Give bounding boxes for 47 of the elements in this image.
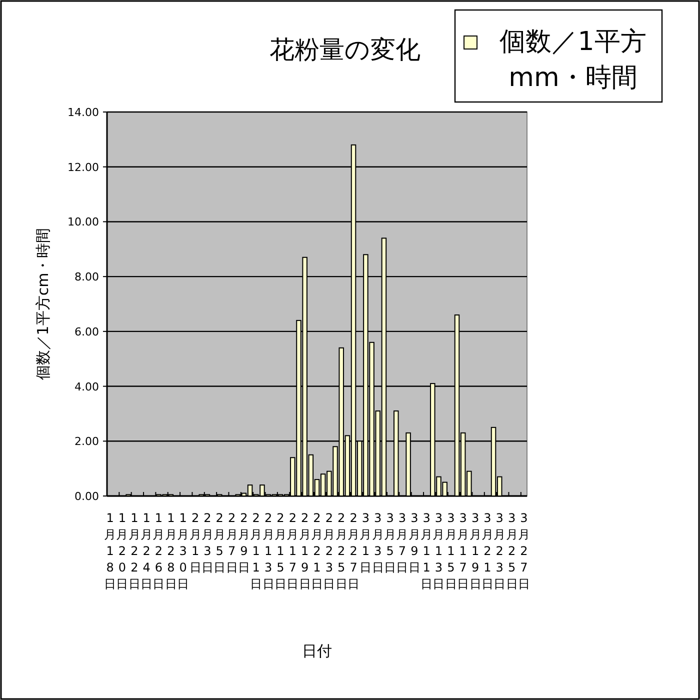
x-tick-label: 2月7日 (226, 511, 238, 574)
x-tick-label: 3月19日 (469, 511, 482, 591)
y-tick-label: 12.00 (68, 160, 99, 174)
x-tick-label: 3月15日 (444, 511, 457, 591)
x-tick-label: 1月20日 (116, 511, 128, 591)
legend-label: 個数／1平方mm・時間 (500, 27, 646, 93)
x-tick-label: 2月17日 (286, 511, 299, 591)
x-tick-label: 3月1日 (360, 511, 372, 574)
y-axis-title: 個数／1平方cm・時間 (34, 228, 52, 380)
x-tick-label: 3月23日 (494, 511, 506, 591)
y-tick-label: 0.00 (74, 490, 99, 503)
x-tick-label: 1月18日 (104, 511, 116, 591)
y-tick-label: 8.00 (74, 270, 99, 284)
y-tick-label: 6.00 (74, 325, 99, 338)
x-tick-label: 2月25日 (335, 511, 348, 591)
x-tick-label: 1月24日 (140, 511, 153, 591)
y-tick-label: 2.00 (74, 435, 99, 448)
x-tick-label: 2月11日 (250, 511, 262, 591)
x-tick-label: 3月17日 (457, 511, 470, 591)
x-tick-label: 1月28日 (164, 511, 177, 591)
x-tick-label: 3月3日 (372, 511, 384, 574)
x-tick-label: 1月30日 (177, 511, 190, 591)
x-tick-label: 2月13日 (262, 511, 274, 591)
x-tick-label: 2月3日 (201, 511, 214, 574)
x-tick-label: 2月19日 (298, 511, 311, 591)
x-tick-label: 3月9日 (408, 511, 420, 574)
x-tick-label: 1月22日 (128, 511, 140, 591)
x-tick-label: 3月27日 (518, 511, 530, 591)
x-axis-title: 日付 (302, 642, 332, 660)
x-tick-label: 3月25日 (506, 511, 518, 591)
x-tick-label: 3月21日 (481, 511, 494, 591)
x-tick-label: 2月9日 (238, 511, 250, 574)
x-tick-label: 2月21日 (311, 511, 323, 591)
y-tick-label: 4.00 (74, 380, 99, 394)
y-tick-label: 10.00 (68, 216, 99, 229)
chart-title: 花粉量の変化 (270, 35, 420, 64)
x-tick-label: 3月13日 (432, 511, 445, 591)
x-tick-label: 2月5日 (214, 511, 226, 574)
x-tick-label: 2月1日 (189, 511, 202, 574)
x-tick-label: 2月23日 (323, 511, 336, 591)
x-tick-label: 2月27日 (348, 511, 360, 591)
x-tick-label: 3月11日 (420, 511, 433, 591)
x-tick-label: 1月26日 (152, 511, 165, 591)
x-tick-label: 2月15日 (274, 511, 286, 591)
x-tick-label: 3月7日 (396, 511, 408, 574)
y-tick-label: 14.00 (68, 106, 99, 119)
x-tick-label: 3月5日 (384, 511, 396, 574)
